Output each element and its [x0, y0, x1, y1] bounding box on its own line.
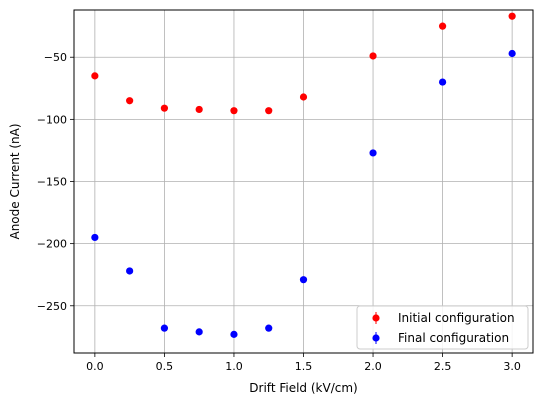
y-tick-label: −250 [37, 300, 67, 313]
x-tick-label: 2.0 [364, 360, 382, 373]
data-point [265, 324, 273, 332]
legend-box [356, 305, 529, 350]
data-point [299, 93, 308, 101]
data-point [126, 97, 134, 105]
data-point [369, 149, 377, 157]
data-point [438, 22, 447, 30]
data-point [508, 12, 516, 20]
data-points [91, 12, 516, 338]
data-point [299, 276, 308, 284]
data-point [160, 104, 169, 112]
data-point [126, 267, 134, 275]
series-final [91, 49, 516, 338]
x-tick-label: 1.5 [295, 360, 313, 373]
data-point [195, 105, 203, 114]
data-point [508, 49, 516, 58]
data-point [91, 233, 99, 242]
grid-lines [74, 10, 533, 353]
data-point [265, 107, 273, 115]
y-tick-label: −200 [37, 238, 67, 251]
data-point [438, 78, 447, 86]
x-tick-label: 3.0 [503, 360, 521, 373]
legend-label-initial: Initial configuration [398, 311, 515, 325]
data-point [230, 330, 238, 338]
legend: Initial configuration Final configuratio… [356, 305, 529, 350]
x-axis-label: Drift Field (kV/cm) [249, 381, 357, 395]
x-axis-ticks: 0.0 0.5 1.0 1.5 2.0 2.5 3.0 [86, 353, 521, 373]
data-point [160, 324, 169, 332]
data-point [195, 328, 203, 336]
x-tick-label: 0.5 [156, 360, 174, 373]
y-tick-label: −150 [37, 176, 67, 189]
y-axis-ticks: −250 −200 −150 −100 −50 [37, 51, 74, 313]
x-tick-label: 2.5 [434, 360, 452, 373]
x-tick-label: 0.0 [86, 360, 104, 373]
legend-label-final: Final configuration [398, 331, 509, 345]
data-point [91, 72, 99, 80]
x-tick-label: 1.0 [225, 360, 243, 373]
data-point [369, 52, 377, 60]
y-axis-label: Anode Current (nA) [8, 123, 22, 239]
y-tick-label: −50 [44, 51, 67, 64]
series-initial [91, 12, 516, 115]
data-point [230, 107, 238, 115]
y-tick-label: −100 [37, 113, 67, 126]
